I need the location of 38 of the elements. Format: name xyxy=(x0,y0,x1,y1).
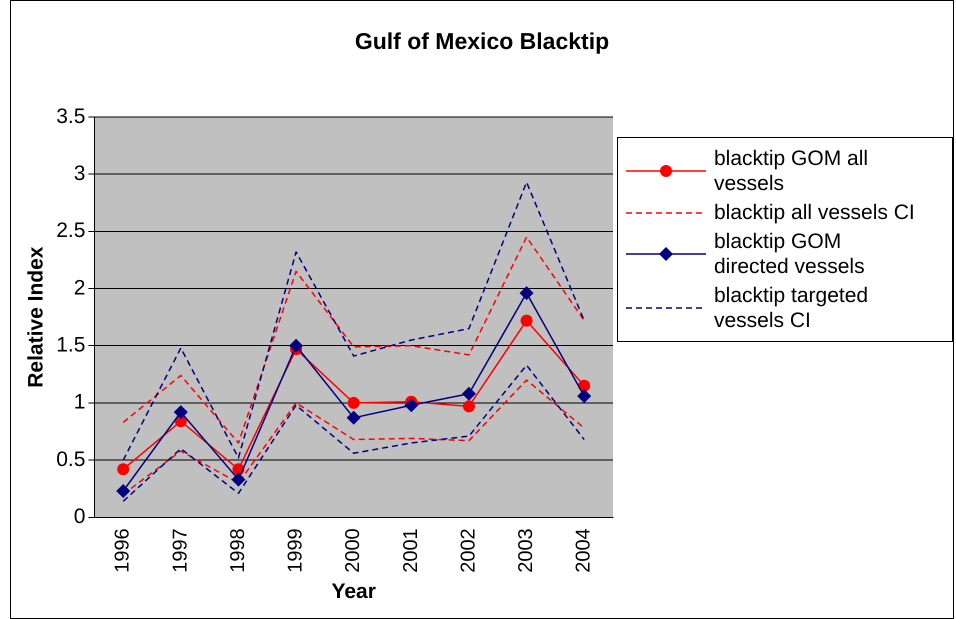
point xyxy=(404,398,418,412)
point xyxy=(520,286,534,300)
x-tick-label: 2003 xyxy=(515,528,538,573)
point xyxy=(346,410,361,425)
x-tick-label: 2001 xyxy=(400,528,422,573)
point xyxy=(231,472,246,487)
point xyxy=(462,400,475,412)
x-tick-label: 2004 xyxy=(572,528,595,573)
line-series xyxy=(122,181,585,461)
y-tick-label: 3.5 xyxy=(56,104,86,128)
point xyxy=(117,463,130,476)
x-tick-label: 1996 xyxy=(112,528,134,573)
y-tick-label: 2 xyxy=(74,276,86,300)
legend-label: blacktip targeted vessels CI xyxy=(714,283,870,333)
legend-label: blacktip all vessels CI xyxy=(714,200,916,225)
x-tick-label: 1998 xyxy=(226,528,249,573)
point xyxy=(462,386,476,401)
y-tick-label: 0 xyxy=(74,505,86,528)
point xyxy=(289,338,304,353)
y-tick-label: 1.5 xyxy=(56,334,86,357)
point xyxy=(577,389,592,404)
x-tick-label: 1997 xyxy=(169,528,192,573)
point xyxy=(348,396,360,409)
point xyxy=(116,484,130,498)
y-axis-title: Relative Index xyxy=(24,246,48,388)
x-tick-label: 1999 xyxy=(284,528,307,573)
x-axis-title: Year xyxy=(332,580,376,604)
point xyxy=(174,405,188,420)
line-series xyxy=(122,236,585,444)
x-tick-label: 2002 xyxy=(457,528,480,573)
point xyxy=(520,314,533,327)
line-series xyxy=(122,364,585,502)
x-tick-label: 2000 xyxy=(342,528,364,573)
y-tick-label: 1 xyxy=(74,390,86,414)
chart-title: Gulf of Mexico Blacktip xyxy=(354,28,610,55)
y-tick-label: 0.5 xyxy=(56,448,86,471)
y-tick-label: 2.5 xyxy=(56,219,86,242)
y-tick-label: 3 xyxy=(74,162,86,185)
